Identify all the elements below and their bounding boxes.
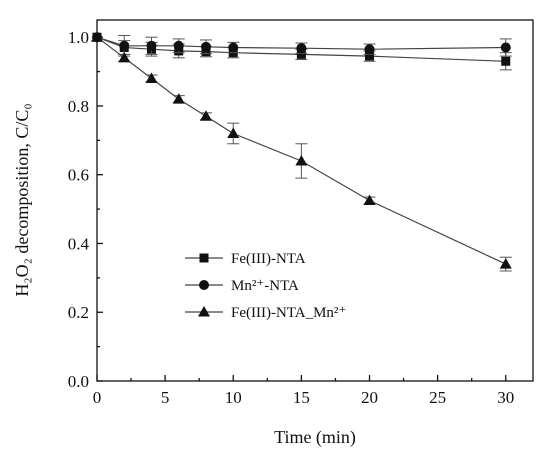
data-point-circle bbox=[201, 41, 211, 52]
legend-label: Fe(III)-NTA_Mn²⁺ bbox=[231, 305, 346, 321]
data-point-triangle bbox=[295, 154, 308, 166]
y-tick-label: 0.0 bbox=[68, 372, 89, 391]
data-point-square bbox=[199, 253, 209, 263]
x-tick-label: 30 bbox=[497, 388, 514, 407]
y-axis-title: H₂O₂ decomposition, C/C₀ bbox=[12, 103, 32, 296]
y-tick-label: 1.0 bbox=[68, 28, 89, 47]
x-tick-label: 20 bbox=[361, 388, 378, 407]
y-tick-label: 0.6 bbox=[68, 166, 89, 185]
x-tick-label: 10 bbox=[225, 388, 242, 407]
data-point-triangle bbox=[172, 93, 185, 104]
x-tick-label: 25 bbox=[429, 388, 446, 407]
legend: Fe(III)-NTA Mn²⁺-NTA Fe(III)-NTA_Mn²⁺ bbox=[185, 251, 346, 321]
y-tick-label: 0.2 bbox=[68, 303, 89, 322]
data-point-triangle bbox=[499, 258, 512, 269]
data-point-circle bbox=[199, 280, 209, 290]
data-point-triangle bbox=[145, 72, 158, 83]
data-point-circle bbox=[146, 40, 157, 51]
data-point-circle bbox=[119, 40, 130, 51]
data-point-triangle bbox=[118, 51, 131, 63]
data-point-square bbox=[296, 49, 306, 59]
x-tick-label: 5 bbox=[161, 388, 170, 407]
y-tick-label: 0.8 bbox=[68, 97, 89, 116]
x-axis-title: Time (min) bbox=[274, 427, 356, 448]
series-circle bbox=[92, 32, 512, 57]
series-layer bbox=[91, 31, 512, 272]
legend-item: Fe(III)-NTA bbox=[185, 251, 306, 267]
x-axis-ticks: 0 5 10 15 20 25 30 bbox=[93, 375, 514, 407]
data-point-triangle bbox=[363, 194, 376, 205]
data-point-triangle bbox=[200, 110, 212, 121]
legend-item: Fe(III)-NTA_Mn²⁺ bbox=[185, 305, 346, 321]
data-point-square bbox=[365, 51, 374, 61]
data-point-square bbox=[501, 56, 511, 66]
plot-frame bbox=[96, 19, 534, 382]
data-point-circle bbox=[500, 42, 511, 53]
legend-label: Fe(III)-NTA bbox=[231, 251, 306, 267]
data-point-circle bbox=[173, 40, 184, 51]
y-tick-label: 0.4 bbox=[68, 234, 90, 253]
y-axis-ticks: 0.0 0.2 0.4 0.6 0.8 1.0 bbox=[68, 28, 103, 391]
data-point-circle bbox=[296, 43, 307, 54]
x-tick-label: 0 bbox=[93, 388, 102, 407]
legend-label: Mn²⁺-NTA bbox=[231, 278, 299, 294]
x-tick-label: 15 bbox=[293, 388, 310, 407]
series-triangle bbox=[91, 31, 512, 272]
data-point-circle bbox=[364, 44, 375, 55]
data-point-circle bbox=[228, 42, 239, 53]
data-point-triangle bbox=[198, 306, 210, 317]
data-point-triangle bbox=[227, 127, 240, 138]
legend-item: Mn²⁺-NTA bbox=[185, 278, 299, 294]
data-point-triangle bbox=[91, 31, 103, 42]
